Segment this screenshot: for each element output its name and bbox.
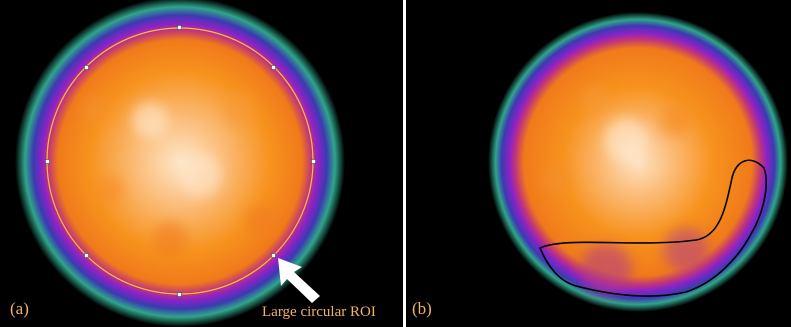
roi-annotation: Large circular ROI (262, 304, 376, 320)
phantom-texture-a (82, 94, 275, 258)
panel-a: (a) (0, 0, 403, 327)
panel-b: (b) (406, 0, 791, 327)
roi-handle-left[interactable] (45, 159, 50, 164)
panel-a-label: (a) (10, 299, 29, 318)
phantom-disc-a (15, 0, 345, 327)
white-arrow-icon (278, 258, 320, 303)
roi-handle-top-left[interactable] (84, 65, 89, 70)
roi-handle-right[interactable] (311, 159, 316, 164)
panel-b-image (488, 12, 788, 312)
roi-outline-b[interactable] (538, 159, 767, 297)
phantom-texture-b (542, 86, 708, 296)
phantom-disc-b (488, 12, 788, 312)
roi-circle[interactable] (45, 25, 316, 297)
roi-handle-bottom[interactable] (177, 292, 182, 297)
roi-handle-bottom-right[interactable] (271, 253, 276, 258)
roi-handle-top-right[interactable] (271, 65, 276, 70)
panel-a-image (15, 0, 345, 327)
roi-handle-bottom-left[interactable] (84, 253, 89, 258)
panel-b-label: (b) (412, 299, 432, 318)
roi-handle-top[interactable] (177, 25, 182, 30)
